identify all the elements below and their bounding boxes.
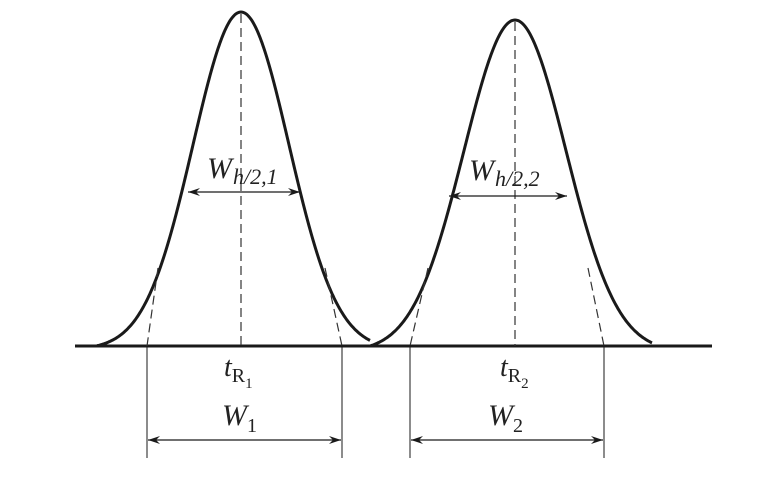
peak-2-width-label: W2: [488, 399, 523, 437]
peak-1-half-width-label: Wh/2,1: [207, 152, 278, 189]
peak-1-width-label: W1: [222, 399, 257, 437]
peak-1-curve: [95, 10, 371, 348]
peak-2-curve: [369, 18, 653, 348]
peak-2-right-tangent: [587, 267, 605, 347]
peak-2-retention-label: tR2: [500, 352, 529, 392]
peak-2-half-width-label: Wh/2,2: [469, 154, 540, 191]
peak-1-retention-label: tR1: [224, 352, 253, 392]
